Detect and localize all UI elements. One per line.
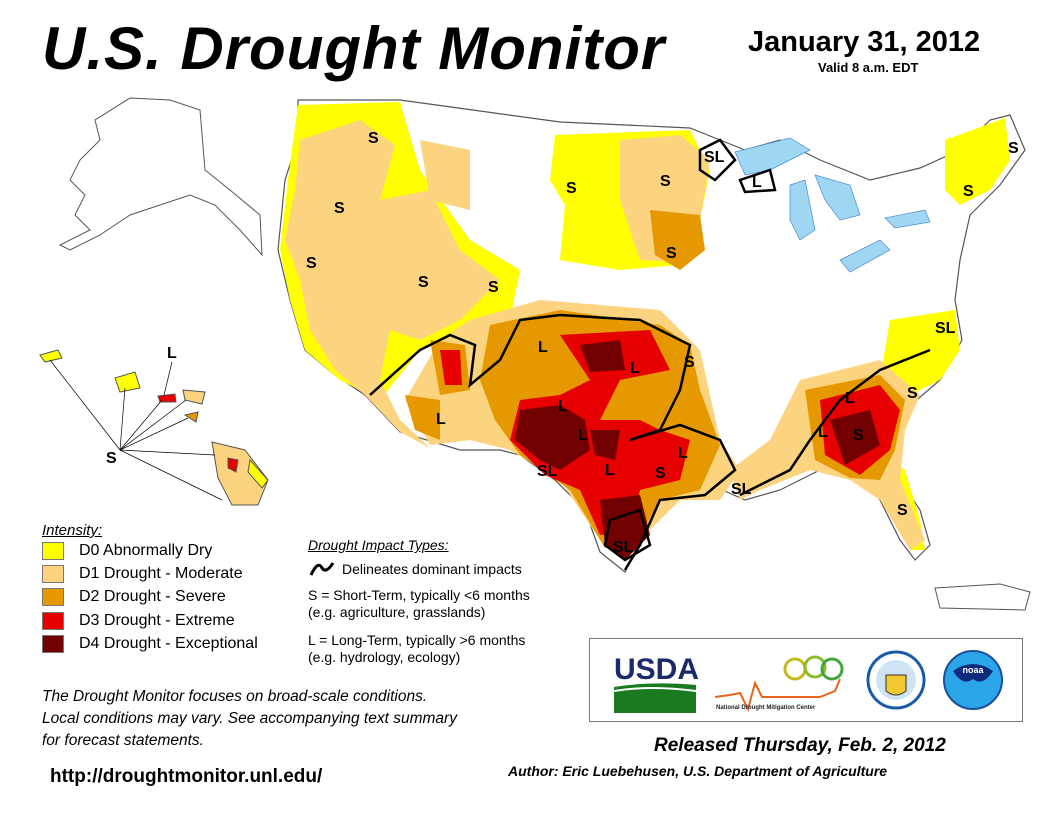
impact-label: S [368,130,379,147]
impact-label: SL [935,320,956,337]
disclaimer-note: The Drought Monitor focuses on broad-sca… [42,686,457,752]
intensity-legend: Intensity: D0 Abnormally Dry D1 Drought … [42,522,258,656]
swatch-d0 [42,541,64,560]
impact-label: SL [537,463,558,480]
impact-label: L [578,427,588,444]
page-title: U.S. Drought Monitor [42,15,666,82]
impact-label: L [605,462,615,479]
legend-label: D1 Drought - Moderate [79,565,243,583]
impact-label: SL [704,149,725,166]
website-link[interactable]: http://droughtmonitor.unl.edu/ [50,766,323,787]
impact-label: L [630,360,640,377]
impact-label: L [436,411,446,428]
impact-label: L [538,339,548,356]
puerto-rico [934,583,1031,611]
impact-label: L [818,424,828,441]
short-term-label: S = Short-Term, typically <6 months [308,587,530,603]
legend-label: D0 Abnormally Dry [79,541,213,559]
legend-item-d1: D1 Drought - Moderate [42,562,258,585]
release-date: Released Thursday, Feb. 2, 2012 [654,735,946,756]
intensity-title: Intensity: [42,522,103,539]
legend-label: D2 Drought - Severe [79,588,226,606]
alaska [58,97,263,257]
impact-label: S [488,279,499,296]
delineates-label: Delineates dominant impacts [342,561,522,577]
legend-item-d4: D4 Drought - Exceptional [42,633,258,656]
svg-text:USDA: USDA [614,653,699,686]
impact-label: S [684,354,695,371]
impact-label: S [907,385,918,402]
legend-item-d3: D3 Drought - Extreme [42,609,258,632]
impact-label: L [845,390,855,407]
impact-label: S [1008,140,1019,157]
usda-logo: USDA [613,653,699,713]
long-term-key: L = Long-Term, typically >6 months (e.g.… [308,632,525,666]
impact-label: L [752,174,762,191]
note-line: The Drought Monitor focuses on broad-sca… [42,688,428,705]
impact-label: S [660,173,671,190]
hawaii [39,349,269,506]
note-line: for forecast statements. [42,732,204,749]
valid-time: Valid 8 a.m. EDT [818,60,919,75]
impact-label: S [963,183,974,200]
author: Author: Eric Luebehusen, U.S. Department… [508,763,888,779]
great-lakes [734,137,931,273]
impact-label: S [666,245,677,262]
legend-item-d0: D0 Abnormally Dry [42,539,258,562]
short-term-key: S = Short-Term, typically <6 months (e.g… [308,587,530,621]
swatch-d3 [42,611,64,630]
impact-boundaries [369,138,931,571]
note-line: Local conditions may vary. See accompany… [42,710,457,727]
ndmc-logo: National Drought Mitigation Center [714,655,844,712]
legend-label: D4 Drought - Exceptional [79,635,258,653]
impact-label: S [897,502,908,519]
impact-label: S [306,255,317,272]
impact-label: L [678,445,688,462]
long-term-label: L = Long-Term, typically >6 months [308,632,526,648]
impact-label: S [566,180,577,197]
legend-label: D3 Drought - Extreme [79,611,235,629]
impact-label: SL [731,481,752,498]
impact-label: S [655,465,666,482]
long-term-example: (e.g. hydrology, ecology) [308,649,461,665]
swatch-d4 [42,635,64,654]
impact-label: S [418,274,429,291]
svg-text:noaa: noaa [962,665,984,675]
swatch-d1 [42,565,64,584]
impact-label: S [106,450,117,467]
noaa-logo: noaa [943,650,1003,710]
impact-label: S [334,200,345,217]
legend-item-d2: D2 Drought - Severe [42,586,258,609]
short-term-example: (e.g. agriculture, grasslands) [308,604,486,620]
impact-label: SL [613,539,634,556]
commerce-seal [866,650,926,710]
impact-label: L [167,345,177,362]
svg-text:National Drought Mitigation Ce: National Drought Mitigation Center [716,705,816,711]
map-date: January 31, 2012 [748,26,981,58]
impact-title: Drought Impact Types: [308,537,449,553]
impact-line-icon [309,562,335,576]
impact-label: L [558,398,568,415]
partner-logos: USDA National Drought Mitigation Center … [589,638,1023,722]
swatch-d2 [42,588,64,607]
impact-label: S [853,427,864,444]
